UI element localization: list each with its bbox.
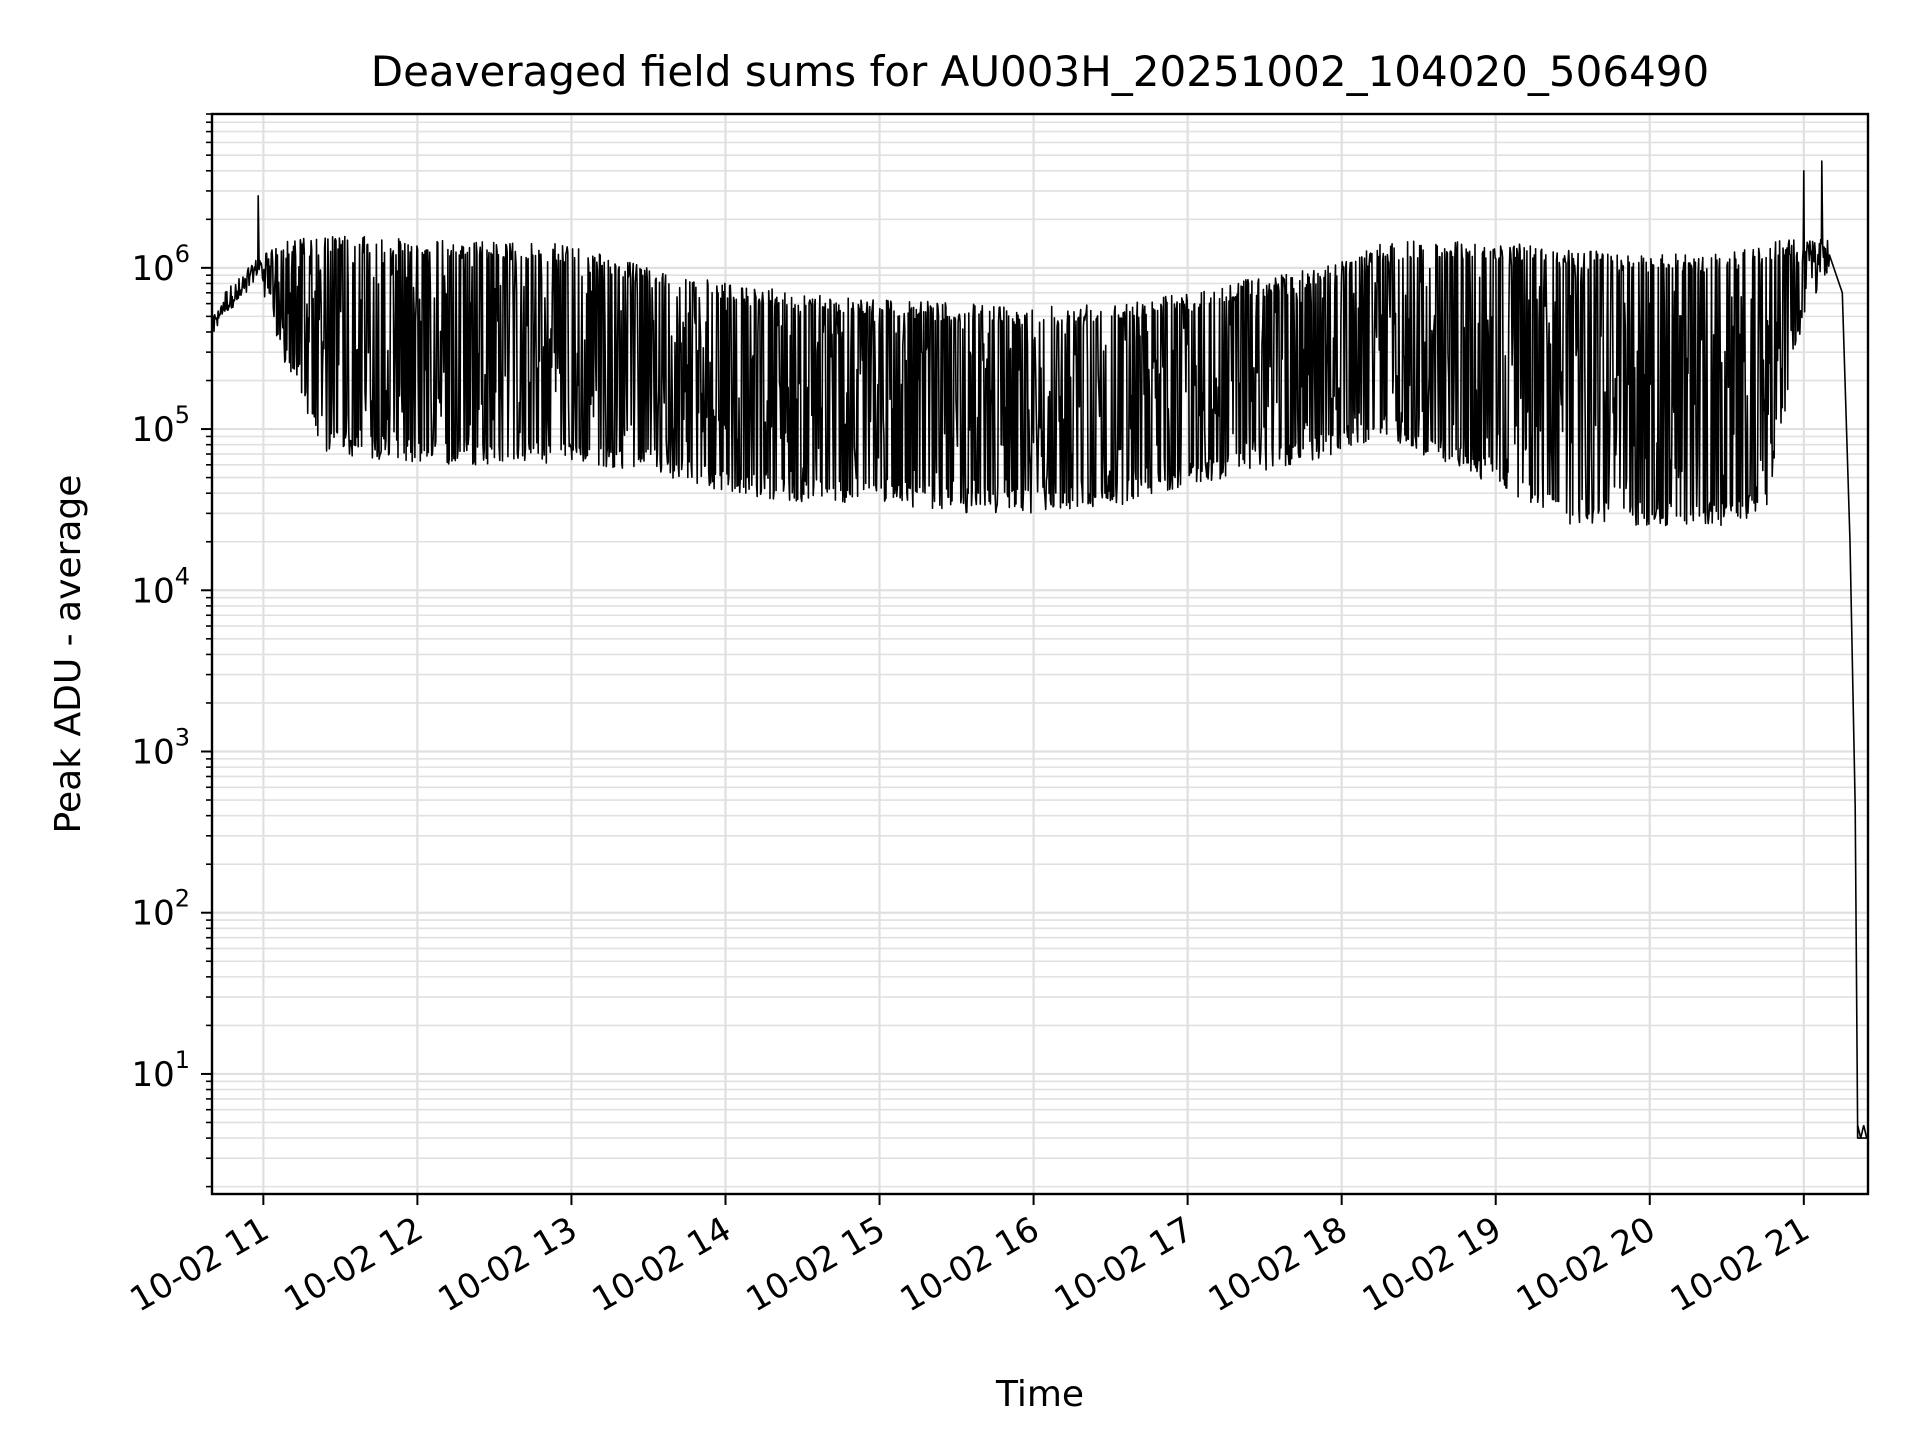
y-axis: 101 102 103 104 105 106 <box>131 113 212 1188</box>
y-axis-label: Peak ADU - average <box>48 475 89 834</box>
y-tick-label: 101 <box>131 1046 190 1095</box>
series-line <box>211 160 1868 1139</box>
y-tick-label: 104 <box>131 562 190 611</box>
y-tick-label: 106 <box>131 240 190 289</box>
y-tick-label: 103 <box>131 723 190 772</box>
series-line-tail <box>1856 1125 1868 1139</box>
plot-area <box>211 160 1868 1139</box>
x-axis-label: Time <box>995 1374 1084 1415</box>
y-tick-label: 105 <box>131 401 190 450</box>
chart-title: Deaveraged field sums for AU003H_2025100… <box>371 47 1710 96</box>
y-tick-label: 102 <box>131 885 190 934</box>
